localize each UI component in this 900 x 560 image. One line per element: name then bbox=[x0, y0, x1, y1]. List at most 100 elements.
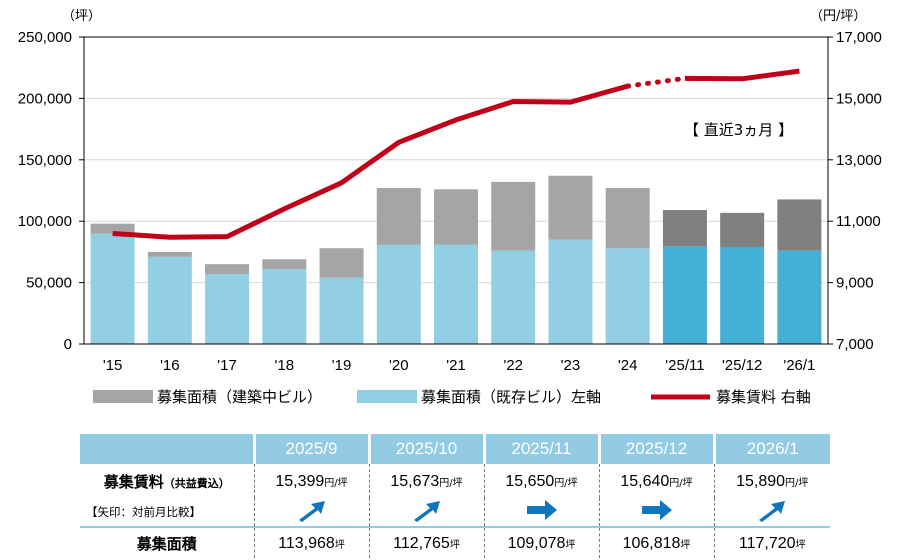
legend-swatch-construction bbox=[93, 390, 153, 403]
area-cell: 117,720坪 bbox=[713, 526, 830, 558]
bar-existing bbox=[319, 277, 364, 344]
rent-cell: 15,890円/坪 bbox=[713, 464, 830, 498]
area-cell: 109,078坪 bbox=[483, 526, 599, 558]
table-header-blank bbox=[80, 434, 254, 464]
trend-arrow-icon bbox=[759, 501, 786, 522]
bar-existing bbox=[491, 250, 536, 344]
area-cell: 112,765坪 bbox=[368, 526, 484, 558]
area-value: 106,818 bbox=[622, 535, 681, 552]
x-tick-label: '16 bbox=[160, 357, 180, 374]
x-tick-label: '15 bbox=[103, 357, 123, 374]
bar-existing bbox=[434, 244, 478, 344]
area-cell: 113,968坪 bbox=[253, 526, 369, 558]
area-unit: 坪 bbox=[565, 540, 576, 551]
left-tick-label: 100,000 bbox=[18, 213, 72, 230]
right-axis-unit: （円/坪） bbox=[810, 9, 866, 24]
bar-existing bbox=[147, 256, 192, 344]
trend-arrow-shape bbox=[641, 500, 672, 520]
table-header-month: 2025/9 bbox=[252, 434, 369, 464]
trend-cell bbox=[253, 498, 369, 527]
bar-existing bbox=[548, 239, 593, 344]
bar-construction bbox=[548, 175, 593, 240]
rent-unit: 円/坪 bbox=[554, 478, 578, 489]
table-row-area: 募集面積 113,968坪 112,765坪 109,078坪 106,818坪… bbox=[80, 526, 830, 558]
trend-cell bbox=[598, 498, 714, 527]
bar-existing bbox=[205, 274, 250, 344]
bar-existing bbox=[376, 244, 421, 344]
rent-unit: 円/坪 bbox=[785, 478, 809, 489]
x-tick-label: '20 bbox=[389, 357, 409, 374]
x-tick-label: '25/11 bbox=[665, 357, 704, 374]
trend-cell bbox=[483, 498, 599, 527]
x-tick-label: '25/12 bbox=[722, 357, 762, 374]
recent-period-label: 【 直近3ヵ月 】 bbox=[684, 121, 793, 139]
bar-construction bbox=[376, 188, 421, 245]
x-tick-label: '26/1 bbox=[783, 357, 815, 374]
rent-area-chart: 0 50,000 100,000 150,000 200,000 250,000 7,000… bbox=[18, 9, 882, 406]
trend-arrow-shape bbox=[298, 501, 325, 522]
rent-unit: 円/坪 bbox=[439, 478, 463, 489]
right-tick-label: 9,000 bbox=[836, 275, 874, 292]
bar-construction bbox=[605, 188, 650, 249]
rent-cell: 15,399円/坪 bbox=[253, 464, 369, 498]
table-row-arrows: 【矢印：対前月比較】 bbox=[80, 498, 830, 527]
area-unit: 坪 bbox=[334, 540, 345, 551]
right-tick-label: 7,000 bbox=[836, 336, 874, 353]
area-value: 117,720 bbox=[738, 535, 796, 552]
bar-construction bbox=[319, 248, 364, 278]
right-tick-label: 17,000 bbox=[836, 29, 882, 46]
legend-swatch-existing bbox=[357, 390, 417, 403]
right-tick-label: 11,000 bbox=[836, 213, 881, 230]
rent-cell: 15,673円/坪 bbox=[368, 464, 484, 498]
table-header-row: 2025/9 2025/10 2025/11 2025/12 2026/1 bbox=[80, 434, 830, 464]
bar-construction bbox=[662, 210, 707, 247]
trend-arrow-shape bbox=[526, 500, 557, 520]
rent-value: 15,640 bbox=[620, 473, 670, 490]
legend-label-existing: 募集面積（既存ビル）左軸 bbox=[421, 388, 601, 406]
rent-value: 15,673 bbox=[390, 473, 440, 490]
rent-line-recent bbox=[684, 68, 800, 82]
plot-area-border bbox=[83, 36, 829, 345]
rent-label-sub: （共益費込） bbox=[163, 476, 230, 490]
right-tick-label: 13,000 bbox=[836, 152, 882, 169]
table-header-month: 2025/11 bbox=[482, 434, 599, 464]
right-tick-label: 15,000 bbox=[836, 90, 882, 107]
rent-cell: 15,640円/坪 bbox=[598, 464, 714, 498]
bar-existing bbox=[662, 246, 707, 344]
area-cell: 106,818坪 bbox=[598, 526, 714, 558]
rent-unit: 円/坪 bbox=[669, 478, 693, 489]
rent-unit: 円/坪 bbox=[324, 478, 348, 489]
x-tick-label: '23 bbox=[561, 357, 581, 374]
left-tick-label: 250,000 bbox=[18, 29, 72, 46]
trend-cell bbox=[713, 498, 830, 527]
area-row-label: 募集面積 bbox=[80, 526, 254, 558]
bar-construction bbox=[90, 223, 135, 234]
x-tick-label: '24 bbox=[618, 357, 638, 374]
bar-existing bbox=[720, 246, 765, 344]
rent-value: 15,399 bbox=[275, 473, 325, 490]
trend-arrow-icon bbox=[413, 501, 440, 522]
trend-arrow-icon bbox=[298, 501, 325, 522]
left-tick-label: 0 bbox=[64, 336, 72, 353]
area-unit: 坪 bbox=[449, 540, 460, 551]
rent-line bbox=[112, 83, 629, 240]
bar-construction bbox=[777, 199, 822, 251]
x-tick-label: '19 bbox=[332, 357, 352, 374]
area-value: 109,078 bbox=[507, 535, 566, 552]
legend-label-rent: 募集賃料 右軸 bbox=[716, 388, 811, 406]
left-tick-label: 200,000 bbox=[18, 90, 72, 107]
trend-arrow-icon bbox=[526, 500, 557, 520]
rent-cell: 15,650円/坪 bbox=[483, 464, 599, 498]
bar-construction bbox=[491, 181, 536, 251]
table-header-month: 2025/12 bbox=[597, 434, 714, 464]
bar-existing bbox=[777, 250, 822, 344]
bar-existing bbox=[90, 233, 135, 344]
area-unit: 坪 bbox=[680, 540, 691, 551]
bar-existing bbox=[262, 269, 307, 344]
table-row-rent: 募集賃料（共益費込） 15,399円/坪 15,673円/坪 15,650円/坪… bbox=[80, 464, 830, 498]
left-tick-label: 50,000 bbox=[26, 275, 72, 292]
trend-arrow-shape bbox=[759, 501, 786, 522]
area-unit: 坪 bbox=[795, 540, 806, 551]
left-axis-unit: （坪） bbox=[62, 9, 101, 24]
bar-construction bbox=[434, 189, 478, 245]
